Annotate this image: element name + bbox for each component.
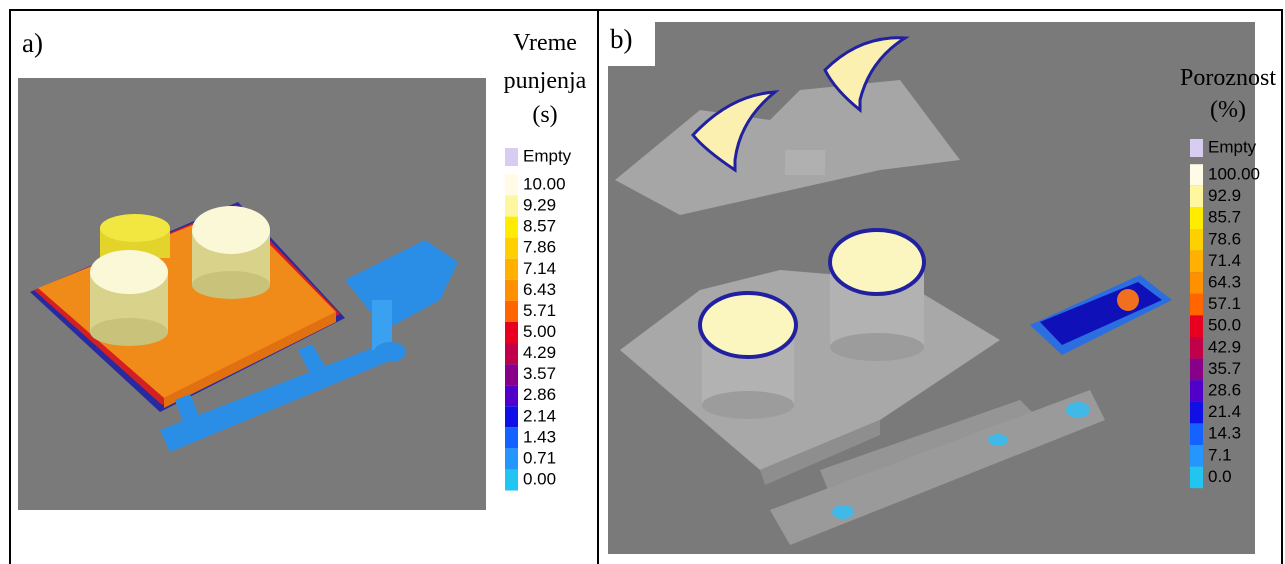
legend-swatch xyxy=(1190,139,1203,157)
legend-label: 64.3 xyxy=(1208,272,1241,291)
legend-label: 7.14 xyxy=(523,259,556,278)
legend-label: 42.9 xyxy=(1208,337,1241,356)
legend-swatch xyxy=(505,385,518,406)
legend-label: 0.71 xyxy=(523,448,556,467)
legend-label: 2.86 xyxy=(523,385,556,404)
legend-swatch xyxy=(505,217,518,238)
legend-label: 92.9 xyxy=(1208,186,1241,205)
legend-title: (%) xyxy=(1210,97,1246,123)
legend-swatch xyxy=(1190,423,1203,445)
panel-label: a) xyxy=(22,28,43,58)
legend-swatch xyxy=(1190,315,1203,337)
legend-swatch xyxy=(1190,445,1203,467)
legend-label: 71.4 xyxy=(1208,251,1241,270)
legend-label: 7.1 xyxy=(1208,445,1232,464)
legend-label: 9.29 xyxy=(523,196,556,215)
legend-label: 85.7 xyxy=(1208,208,1241,227)
legend-label: Empty xyxy=(1208,137,1257,156)
legend-label: 100.00 xyxy=(1208,164,1260,183)
legend-swatch xyxy=(1190,272,1203,294)
legend-swatch xyxy=(505,469,518,490)
legend-label: 50.0 xyxy=(1208,316,1241,335)
legend-swatch xyxy=(505,448,518,469)
legend-swatch xyxy=(505,301,518,322)
render-a xyxy=(18,78,486,510)
legend-swatch xyxy=(505,427,518,448)
legend-label: 3.57 xyxy=(523,364,556,383)
legend-label: 21.4 xyxy=(1208,402,1241,421)
legend-swatch xyxy=(505,259,518,280)
legend-label: 0.0 xyxy=(1208,467,1232,486)
legend-label: 14.3 xyxy=(1208,424,1241,443)
legend-swatch xyxy=(1190,186,1203,208)
legend-swatch xyxy=(505,406,518,427)
legend-swatch xyxy=(1190,207,1203,229)
render-b xyxy=(608,22,1255,554)
legend-swatch xyxy=(505,280,518,301)
legend-label: 78.6 xyxy=(1208,229,1241,248)
legend-swatch xyxy=(505,238,518,259)
figure: a) b) Vreme punjenja (s) Empty 10.00 9.29 8.57… xyxy=(0,0,1285,564)
legend-swatch xyxy=(1190,359,1203,381)
legend-title: punjenja xyxy=(504,68,587,94)
legend-label: 4.29 xyxy=(523,343,556,362)
legend-label: 35.7 xyxy=(1208,359,1241,378)
legend-title: (s) xyxy=(532,102,557,128)
legend-label: 28.6 xyxy=(1208,380,1241,399)
legend-swatch xyxy=(1190,229,1203,251)
legend-label: 5.00 xyxy=(523,322,556,341)
legend-label: 57.1 xyxy=(1208,294,1241,313)
legend-swatch xyxy=(505,343,518,364)
page: {"panels": [ {"label": "a)", "legend": {… xyxy=(0,0,1285,564)
legend-label: 7.86 xyxy=(523,238,556,257)
legend-label: 6.43 xyxy=(523,280,556,299)
legend-swatch xyxy=(505,148,518,166)
legend-swatch xyxy=(505,364,518,385)
legend-title: Vreme xyxy=(513,30,577,56)
legend-label: 2.14 xyxy=(523,406,556,425)
legend-label: 10.00 xyxy=(523,174,566,193)
legend-label: 1.43 xyxy=(523,427,556,446)
legend-swatch xyxy=(1190,402,1203,424)
legend-swatch xyxy=(1190,164,1203,186)
legend-swatch xyxy=(1190,467,1203,489)
legend-swatch xyxy=(1190,380,1203,402)
legend-swatch xyxy=(1190,251,1203,273)
legend-title: Poroznost xyxy=(1180,65,1276,91)
legend-label: Empty xyxy=(523,146,572,165)
legend-swatch xyxy=(505,322,518,343)
legend-swatch xyxy=(505,174,518,195)
panel-label: b) xyxy=(610,24,633,54)
legend-swatch xyxy=(1190,337,1203,359)
legend-swatch xyxy=(1190,294,1203,316)
legend-swatch xyxy=(505,196,518,217)
legend-label: 5.71 xyxy=(523,301,556,320)
legend-label: 0.00 xyxy=(523,469,556,488)
legend-label: 8.57 xyxy=(523,217,556,236)
